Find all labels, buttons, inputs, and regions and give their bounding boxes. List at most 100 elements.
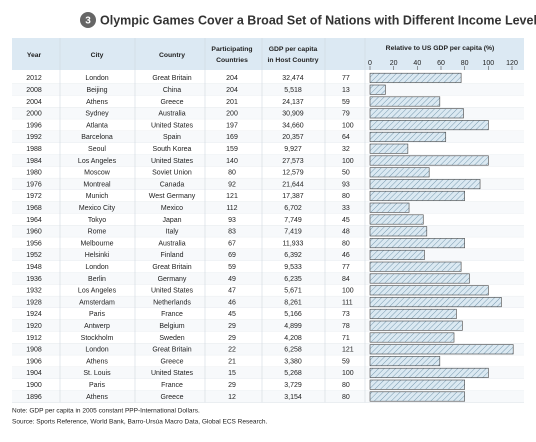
cell: Great Britain: [152, 347, 191, 354]
cell: Moscow: [84, 170, 111, 177]
cell: 6,392: [284, 252, 302, 259]
cell: 11,933: [283, 240, 304, 247]
cell: Paris: [89, 311, 105, 318]
cell: Tokyo: [88, 217, 106, 224]
cell: 46: [228, 299, 236, 306]
cell: 140: [226, 158, 238, 165]
cell: South Korea: [153, 146, 192, 153]
cell: 6,702: [284, 205, 302, 212]
cell: 1992: [26, 134, 42, 141]
cell: 20,357: [282, 134, 304, 141]
bar: [369, 214, 424, 225]
bar-tick-label: 80: [461, 60, 469, 67]
cell: Mexico City: [79, 205, 116, 212]
cell: Paris: [89, 382, 105, 389]
badge-circle: [80, 12, 96, 28]
cell: 1984: [26, 158, 42, 165]
cell: Great Britain: [152, 264, 191, 271]
row-bg: [12, 367, 524, 379]
row-bg: [12, 201, 524, 214]
cell: 13: [342, 87, 350, 94]
cell: London: [85, 264, 108, 271]
cell: 8,261: [284, 299, 302, 306]
cell: 5,518: [284, 87, 302, 94]
cell: 201: [226, 99, 238, 106]
row-bg: [12, 296, 524, 308]
bar: [369, 249, 425, 260]
cell: 1988: [26, 146, 42, 153]
cell: Antwerp: [84, 323, 110, 330]
title: Olympic Games Cover a Broad Set of Natio…: [100, 13, 536, 27]
cell: 1900: [26, 382, 42, 389]
row-bg: [12, 95, 524, 108]
bar: [369, 190, 465, 201]
cell: 49: [228, 276, 236, 283]
cell: 47: [228, 288, 236, 295]
row-bg: [12, 390, 524, 403]
cell: 100: [342, 158, 354, 165]
cell: France: [161, 311, 183, 318]
cell: 5,268: [284, 370, 302, 377]
bar-tick-label: 40: [413, 60, 421, 67]
cell: 1936: [26, 276, 42, 283]
cell: 92: [228, 181, 236, 188]
cell: Atlanta: [86, 122, 108, 129]
cell: Australia: [158, 240, 185, 247]
column-header: Relative to US GDP per capita (%): [386, 45, 495, 52]
cell: Belgium: [159, 323, 184, 330]
cell: 93: [342, 181, 350, 188]
column-header: Year: [27, 52, 42, 59]
cell: 50: [342, 170, 350, 177]
cell: 78: [342, 323, 350, 330]
cell: United States: [151, 288, 194, 295]
bar: [369, 84, 386, 95]
cell: 59: [228, 264, 236, 271]
cell: Barcelona: [81, 134, 113, 141]
bar: [369, 155, 489, 166]
row-bg: [12, 119, 524, 131]
cell: Montreal: [83, 181, 111, 188]
column-header: GDP per capita: [269, 46, 318, 53]
row-bg: [12, 343, 524, 356]
bar: [369, 379, 465, 390]
bar: [369, 320, 463, 331]
cell: Canada: [160, 181, 185, 188]
bar-tick-label: 0: [368, 60, 372, 67]
cell: Amsterdam: [79, 299, 115, 306]
cell: 29: [228, 382, 236, 389]
column-header: in Host Country: [268, 57, 319, 64]
cell: 83: [228, 229, 236, 236]
cell: 1972: [26, 193, 42, 200]
cell: 79: [342, 111, 350, 118]
bar: [369, 179, 481, 190]
cell: Rome: [88, 229, 107, 236]
cell: 111: [342, 299, 353, 306]
row-bg: [12, 131, 524, 143]
cell: Greece: [161, 394, 184, 401]
cell: Greece: [161, 99, 184, 106]
cell: Stockholm: [81, 335, 114, 342]
column-header: Country: [159, 52, 185, 59]
cell: 9,533: [284, 264, 302, 271]
cell: United States: [151, 122, 194, 129]
cell: Sydney: [85, 111, 109, 118]
cell: 80: [342, 382, 350, 389]
cell: 1932: [26, 288, 42, 295]
cell: Soviet Union: [152, 170, 192, 177]
cell: France: [161, 382, 183, 389]
cell: 34,660: [282, 122, 304, 129]
cell: 6,258: [284, 347, 302, 354]
cell: 59: [342, 99, 350, 106]
cell: China: [163, 87, 181, 94]
bar: [369, 344, 514, 355]
cell: 80: [342, 394, 350, 401]
cell: Helsinki: [85, 252, 110, 259]
cell: 5,671: [284, 288, 302, 295]
cell: 121: [226, 193, 238, 200]
row-bg: [12, 190, 524, 202]
cell: Spain: [163, 134, 181, 141]
cell: 3,380: [284, 358, 302, 365]
cell: Beijing: [86, 87, 107, 94]
bar-tick-label: 20: [390, 60, 398, 67]
